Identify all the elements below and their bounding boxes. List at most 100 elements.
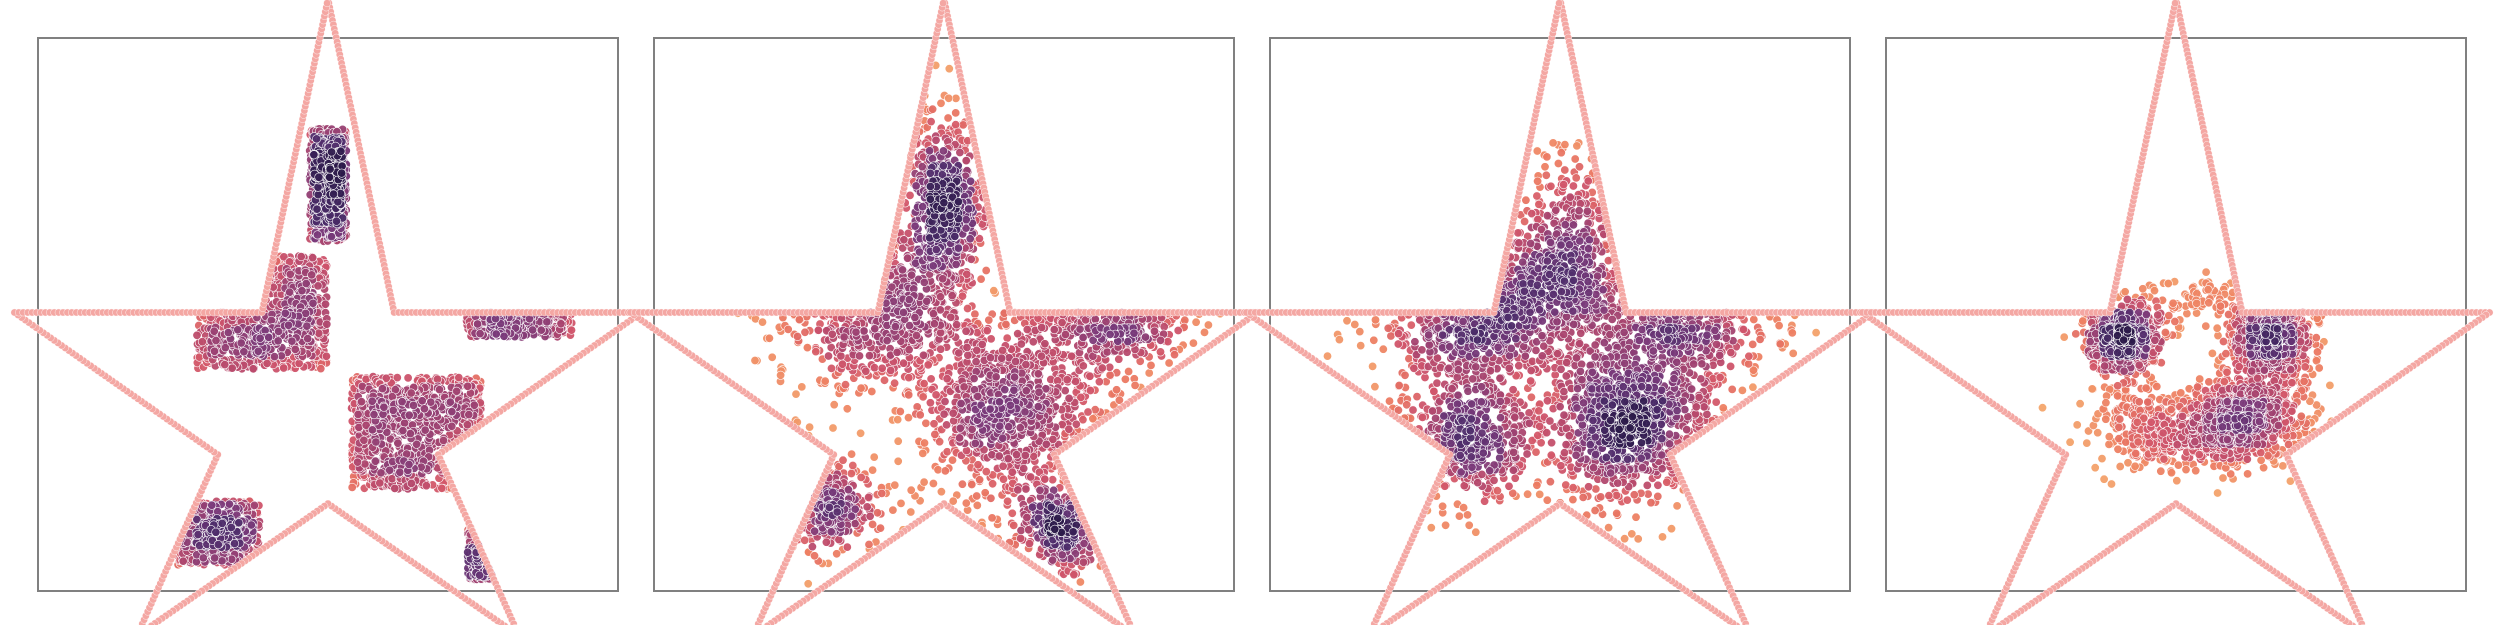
scatter-point — [973, 460, 983, 470]
scatter-point — [398, 426, 408, 436]
scatter-point — [942, 374, 952, 384]
scatter-point — [375, 478, 385, 488]
scatter-point — [764, 333, 774, 343]
scatter-point — [312, 134, 322, 144]
scatter-point — [879, 375, 889, 385]
scatter-point — [207, 500, 217, 510]
scatter-point — [856, 383, 866, 393]
scatter-point — [985, 353, 995, 363]
scatter-point — [1105, 362, 1115, 372]
scatter-point — [1057, 318, 1067, 328]
scatter-point — [1083, 407, 1093, 417]
scatter-point — [447, 421, 457, 431]
scatter-point — [1041, 439, 1051, 449]
scatter-point — [1164, 358, 1174, 368]
scatter-point — [1028, 337, 1038, 347]
scatter-point — [842, 542, 852, 552]
scatter-point — [827, 329, 837, 339]
scatter-point — [329, 189, 339, 199]
scatter-point — [823, 351, 833, 361]
scatter-point — [750, 355, 760, 365]
scatter-point — [1009, 520, 1019, 530]
scatter-point — [417, 396, 427, 406]
scatter-point — [931, 390, 941, 400]
scatter-point — [1022, 324, 1032, 334]
scatter-point — [1078, 361, 1088, 371]
scatter-point — [963, 350, 973, 360]
scatter-point — [406, 478, 416, 488]
scatter-point — [314, 328, 324, 338]
scatter-point — [234, 518, 244, 528]
scatter-point — [445, 397, 455, 407]
scatter-point — [1079, 557, 1089, 567]
scatter-point — [1062, 375, 1072, 385]
scatter-point — [867, 386, 877, 396]
scatter-point — [943, 113, 953, 123]
scatter-point — [556, 319, 566, 329]
scatter-point — [977, 339, 987, 349]
scatter-point — [1037, 322, 1047, 332]
scatter-point — [942, 447, 952, 457]
scatter-point — [1146, 360, 1156, 370]
scatter-point — [834, 535, 844, 545]
scatter-point — [989, 286, 999, 296]
scatter-point — [1020, 450, 1030, 460]
scatter-point — [895, 406, 905, 416]
scatter-point — [944, 64, 954, 74]
scatter-point — [982, 326, 992, 336]
scatter-point — [220, 360, 230, 370]
scatter-point — [800, 327, 810, 337]
scatter-point — [297, 286, 307, 296]
scatter-point — [269, 352, 279, 362]
scatter-point — [1003, 496, 1013, 506]
scatter-point — [926, 117, 936, 127]
scatter-point — [936, 98, 946, 108]
scatter-point — [1071, 419, 1081, 429]
scatter-point — [955, 148, 965, 158]
scatter-point — [408, 400, 418, 410]
scatter-point — [800, 535, 810, 545]
scatter-point — [948, 408, 958, 418]
scatter-point — [195, 541, 205, 551]
scatter-point — [791, 389, 801, 399]
scatter-point — [326, 232, 336, 242]
scatter-point — [811, 347, 821, 357]
scatter-point — [377, 384, 387, 394]
scatter-point — [919, 438, 929, 448]
scatter-point — [981, 467, 991, 477]
scatter-point — [390, 483, 400, 493]
scatter-point — [840, 380, 850, 390]
scatter-point — [287, 336, 297, 346]
scatter-point — [875, 523, 885, 533]
scatter-point — [405, 429, 415, 439]
scatter-point — [1013, 329, 1023, 339]
scatter-point — [862, 502, 872, 512]
scatter-point — [279, 252, 289, 262]
scatter-point — [893, 456, 903, 466]
scatter-point — [865, 511, 875, 521]
scatter-point — [536, 325, 546, 335]
scatter-point — [406, 388, 416, 398]
scatter-point — [966, 254, 976, 264]
scatter-point — [475, 329, 485, 339]
scatter-point — [963, 303, 973, 313]
scatter-point — [322, 319, 332, 329]
scatter-point — [1001, 319, 1011, 329]
scatter-point — [273, 336, 283, 346]
scatter-point — [447, 407, 457, 417]
scatter-point — [986, 493, 996, 503]
scatter-point — [253, 346, 263, 356]
scatter-point — [283, 320, 293, 330]
scatter-point — [869, 452, 879, 462]
scatter-point — [426, 397, 436, 407]
scatter-point — [464, 410, 474, 420]
scatter-point — [211, 527, 221, 537]
scatter-point — [1085, 385, 1095, 395]
scatter-point — [419, 404, 429, 414]
scatter-point — [285, 269, 295, 279]
scatter-point — [1075, 577, 1085, 587]
scatter-point — [1002, 333, 1012, 343]
scatter-point — [452, 386, 462, 396]
scatter-point — [877, 488, 887, 498]
scatter-point — [388, 405, 398, 415]
